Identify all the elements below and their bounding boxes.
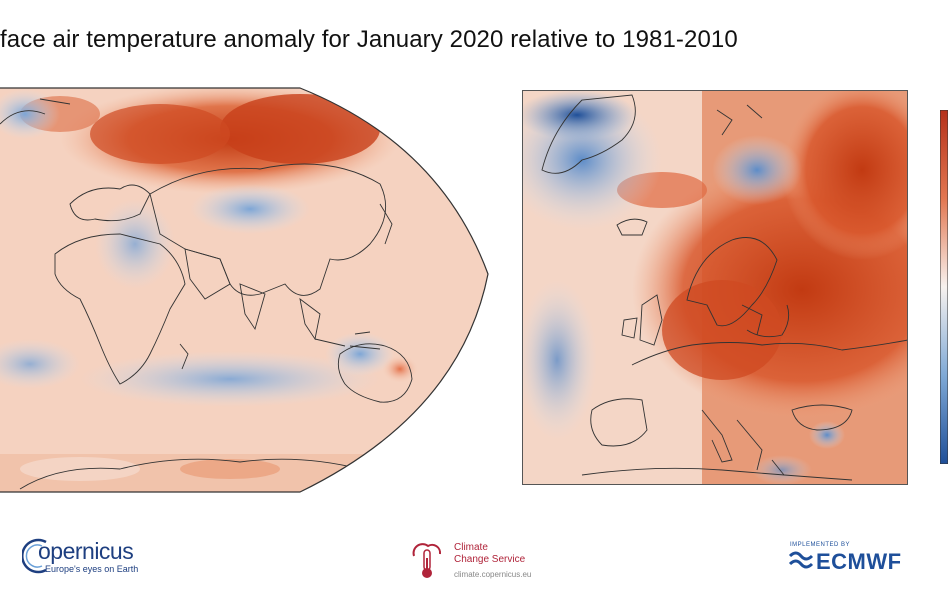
c3s-logo: Climate Change Service climate.copernicu… bbox=[406, 536, 546, 582]
c3s-line1: Climate bbox=[454, 542, 488, 553]
ecmwf-logo: IMPLEMENTED BY ECMWF bbox=[788, 540, 923, 576]
europe-anomaly-map bbox=[522, 90, 908, 485]
page-title: face air temperature anomaly for January… bbox=[0, 26, 738, 53]
c3s-url: climate.copernicus.eu bbox=[454, 570, 532, 579]
copernicus-c-icon bbox=[22, 538, 47, 574]
ecmwf-implemented-label: IMPLEMENTED BY bbox=[790, 542, 851, 548]
c3s-line2: Change Service bbox=[454, 554, 526, 565]
colorbar bbox=[940, 110, 948, 464]
copernicus-logo: opernicus Europe's eyes on Earth bbox=[22, 534, 162, 578]
global-anomaly-map bbox=[0, 87, 489, 493]
copernicus-tagline: Europe's eyes on Earth bbox=[45, 564, 139, 574]
thermometer-cloud-icon bbox=[412, 543, 442, 578]
ecmwf-wave-icon bbox=[788, 551, 814, 569]
coastlines bbox=[541, 94, 908, 481]
ecmwf-wordmark: ECMWF bbox=[816, 549, 902, 574]
copernicus-wordmark: opernicus bbox=[38, 538, 134, 564]
